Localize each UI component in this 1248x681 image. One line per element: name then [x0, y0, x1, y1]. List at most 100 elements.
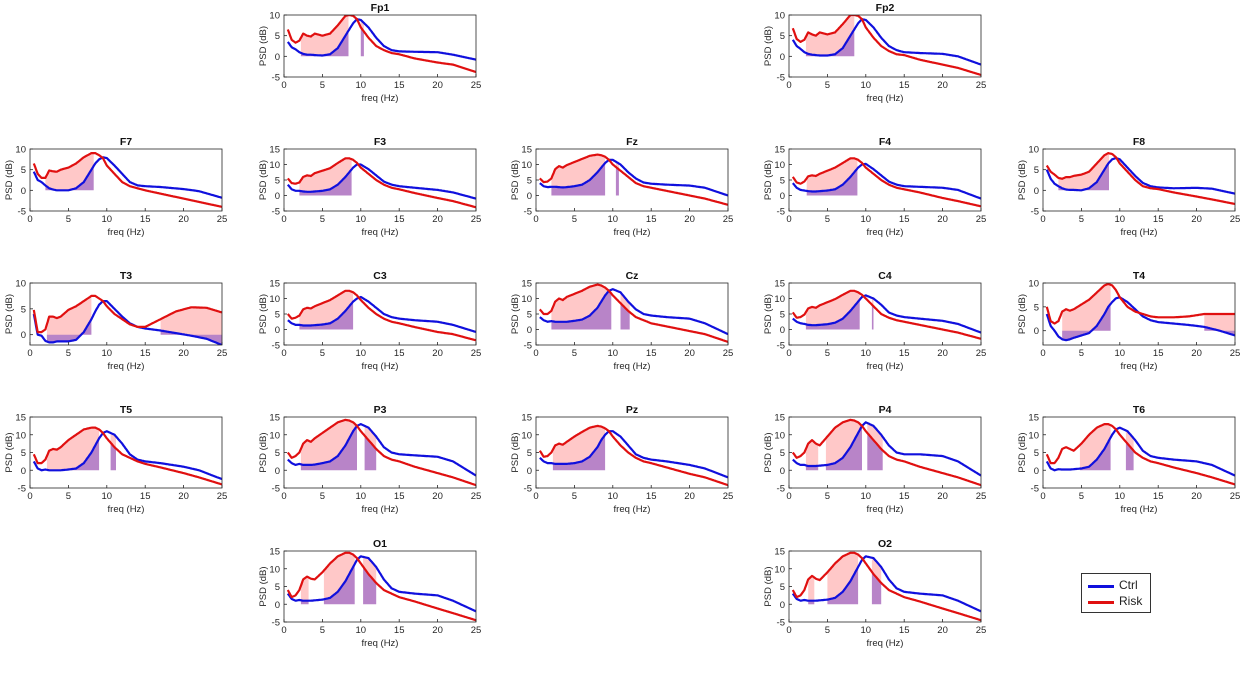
x-axis-label-pz: freq (Hz) [614, 504, 651, 515]
y-axis-label-p3: PSD (dB) [258, 432, 269, 472]
y-tick-label-pz-5: 5 [527, 448, 532, 459]
risk-line-t4 [1045, 283, 1235, 325]
plot-area-o2 [791, 551, 981, 622]
x-tick-label-t6-10: 10 [1115, 491, 1126, 502]
y-tick-label-t5-15: 15 [15, 413, 26, 424]
plot-area-o1 [286, 551, 476, 622]
y-axis-label-pz: PSD (dB) [510, 432, 521, 472]
x-tick-label-o1-25: 25 [471, 625, 482, 636]
x-axis-label-p3: freq (Hz) [362, 504, 399, 515]
x-tick-label-p4-15: 15 [899, 491, 910, 502]
y-tick-label-f8-0: 0 [1034, 186, 1039, 197]
y-tick-label-p4-5: 5 [780, 448, 785, 459]
y-axis-label-fp2: PSD (dB) [763, 26, 774, 66]
x-axis-label-t4: freq (Hz) [1121, 361, 1158, 372]
x-tick-label-f8-10: 10 [1115, 214, 1126, 225]
y-tick-label-fp1-0: 0 [275, 52, 280, 63]
x-tick-label-o1-5: 5 [320, 625, 325, 636]
y-tick-label-t6-5: 5 [1034, 448, 1039, 459]
y-axis-label-fz: PSD (dB) [510, 160, 521, 200]
axes-box-fp2 [788, 14, 982, 78]
ctrl-line-p3 [287, 423, 476, 477]
shared-band-o1-3 [363, 566, 377, 605]
x-tick-label-fz-20: 20 [684, 214, 695, 225]
x-tick-label-f8-5: 5 [1079, 214, 1084, 225]
x-tick-label-fp2-10: 10 [861, 80, 872, 91]
axes-box-t3 [29, 282, 223, 346]
significant-band-t4-2 [1204, 314, 1235, 336]
x-tick-label-fz-15: 15 [646, 214, 657, 225]
x-tick-label-f4-20: 20 [937, 214, 948, 225]
panel-t4: 0 5 10 15 20 25 0 5 10 T4 freq (Hz) PSD (dB) [1017, 270, 1240, 372]
x-tick-label-c4-20: 20 [937, 348, 948, 359]
y-axis-label-t5: PSD (dB) [4, 432, 15, 472]
x-tick-label-f7-15: 15 [140, 214, 151, 225]
x-tick-label-fz-5: 5 [572, 214, 577, 225]
legend-risk-swatch [1088, 601, 1114, 604]
x-tick-label-p4-25: 25 [976, 491, 987, 502]
panel-title-f7: F7 [120, 136, 132, 148]
x-tick-label-p3-15: 15 [394, 491, 405, 502]
x-tick-label-p3-20: 20 [432, 491, 443, 502]
significant-band-o2-3 [871, 557, 882, 583]
y-tick-label-pz--5: -5 [524, 484, 532, 495]
x-tick-label-t4-10: 10 [1115, 348, 1126, 359]
x-tick-label-fp1-20: 20 [432, 80, 443, 91]
x-tick-label-pz-15: 15 [646, 491, 657, 502]
x-axis-label-cz: freq (Hz) [614, 361, 651, 372]
ctrl-line-o2 [791, 555, 981, 613]
y-axis-label-t6: PSD (dB) [1017, 432, 1028, 472]
y-tick-label-f8--5: -5 [1031, 207, 1039, 218]
y-axis-label-o2: PSD (dB) [763, 566, 774, 606]
significant-band-p4-3 [867, 423, 883, 451]
plot-area-pz [538, 424, 728, 487]
plot-area-t6 [1045, 423, 1235, 486]
y-tick-label-f3-5: 5 [275, 176, 280, 187]
x-axis-label-fp1: freq (Hz) [362, 93, 399, 104]
panel-title-fp2: Fp2 [876, 2, 895, 14]
y-tick-label-cz-5: 5 [527, 310, 532, 321]
panel-title-p3: P3 [374, 404, 387, 416]
y-tick-label-cz-10: 10 [521, 294, 532, 305]
x-tick-label-f3-0: 0 [281, 214, 286, 225]
plot-area-c3 [286, 289, 476, 342]
y-tick-label-fp1-10: 10 [269, 11, 280, 22]
y-tick-label-f3--5: -5 [272, 207, 280, 218]
x-tick-label-cz-10: 10 [608, 348, 619, 359]
x-axis-label-f7: freq (Hz) [108, 227, 145, 238]
significant-band-t5-2 [110, 433, 116, 449]
x-axis-label-o1: freq (Hz) [362, 638, 399, 649]
y-tick-label-fz-0: 0 [527, 191, 532, 202]
y-tick-label-fp1--5: -5 [272, 73, 280, 84]
y-tick-label-t6--5: -5 [1031, 484, 1039, 495]
x-tick-label-t4-5: 5 [1079, 348, 1084, 359]
x-tick-label-t5-20: 20 [178, 491, 189, 502]
y-tick-label-fp2--5: -5 [777, 73, 785, 84]
plot-area-f4 [791, 157, 981, 208]
x-tick-label-t6-5: 5 [1079, 491, 1084, 502]
y-tick-label-c4-5: 5 [780, 310, 785, 321]
x-tick-label-o2-0: 0 [786, 625, 791, 636]
panel-t3: 0 5 10 15 20 25 0 5 10 T3 freq (Hz) PSD (dB) [4, 270, 227, 372]
y-tick-label-o1-10: 10 [269, 564, 280, 575]
panel-title-t6: T6 [1133, 404, 1145, 416]
significant-band-fz-1 [551, 154, 606, 188]
x-tick-label-fp2-25: 25 [976, 80, 987, 91]
y-tick-label-f3-10: 10 [269, 160, 280, 171]
y-tick-label-t6-15: 15 [1028, 413, 1039, 424]
x-tick-label-t5-0: 0 [27, 491, 32, 502]
shared-band-p4-3 [867, 433, 883, 471]
panel-title-p4: P4 [879, 404, 892, 416]
x-tick-label-o2-5: 5 [825, 625, 830, 636]
plot-area-cz [538, 283, 728, 343]
x-tick-label-f3-5: 5 [320, 214, 325, 225]
y-tick-label-p4-15: 15 [774, 413, 785, 424]
shared-band-t5-2 [110, 442, 116, 471]
risk-line-c4 [791, 289, 981, 340]
x-tick-label-o1-0: 0 [281, 625, 286, 636]
